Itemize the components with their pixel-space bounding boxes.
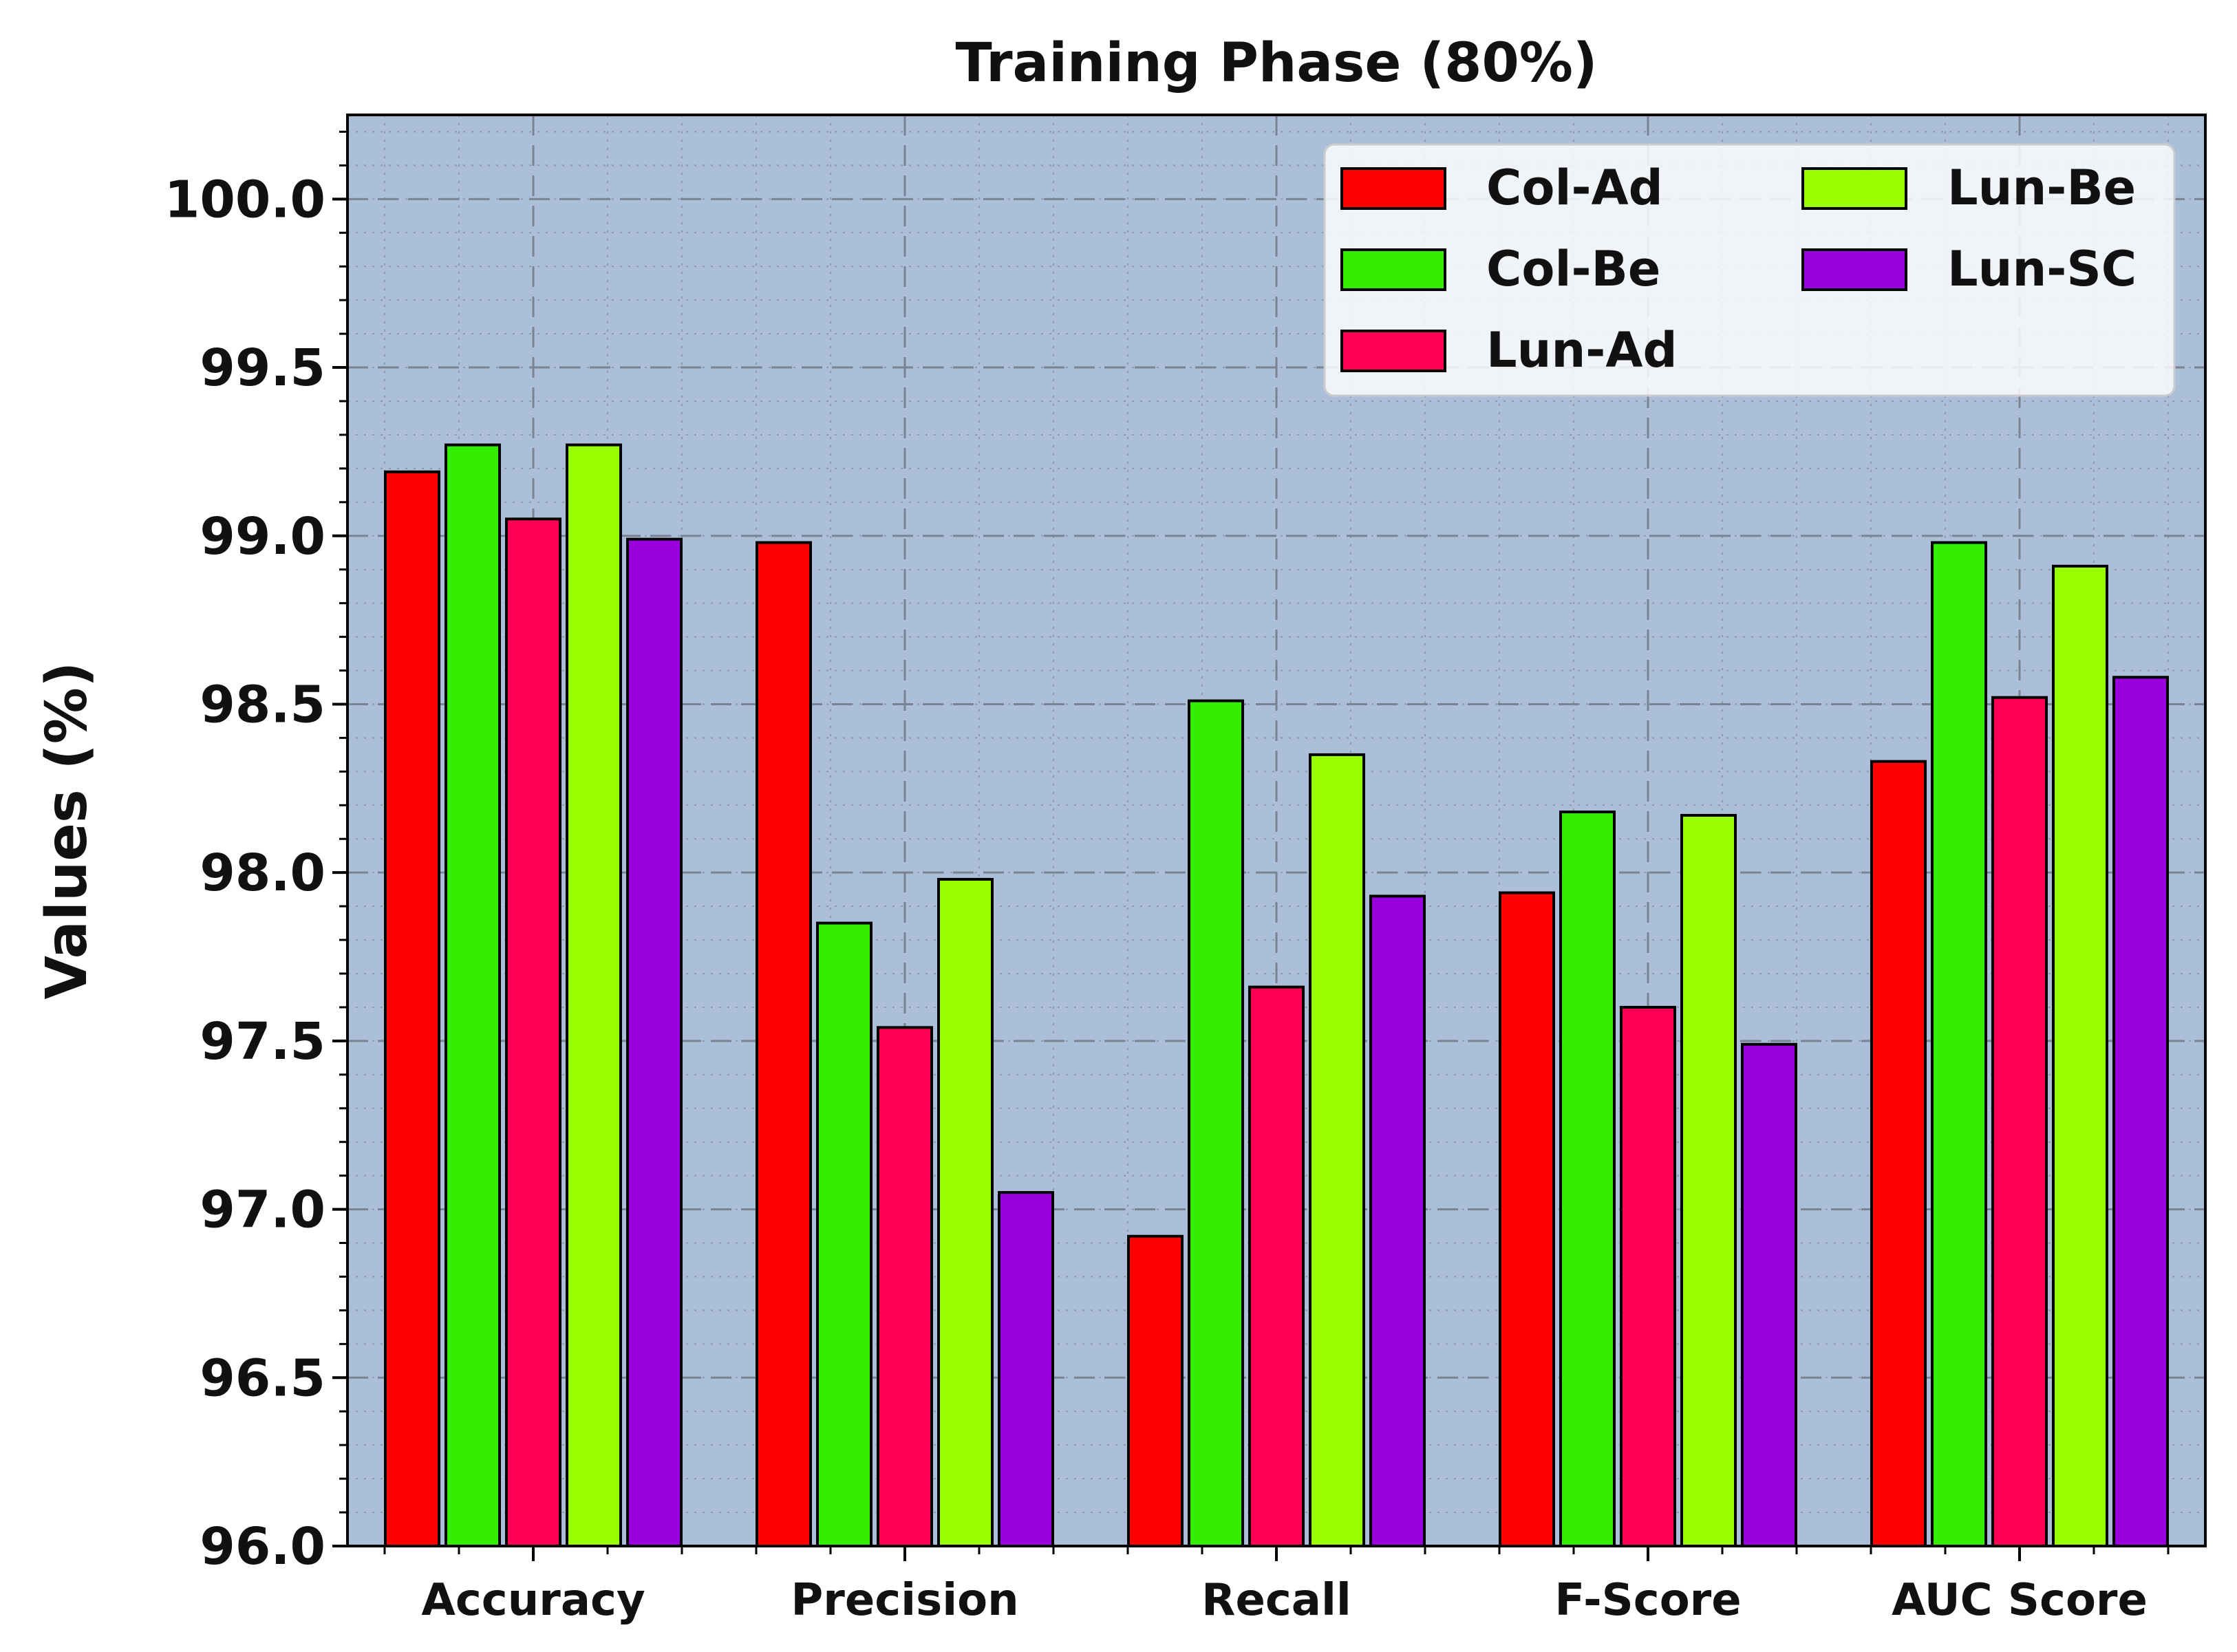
y-tick-label: 99.5 <box>200 339 325 398</box>
bar-lun-ad-f-score <box>1620 1005 1676 1547</box>
y-tick-label: 98.0 <box>200 844 325 903</box>
y-axis-label: Values (%) <box>34 662 100 1000</box>
legend-label-lun-sc: Lun-SC <box>1947 241 2137 297</box>
bar-lun-ad-precision <box>877 1026 933 1547</box>
legend-label-col-be: Col-Be <box>1486 241 1660 297</box>
legend-swatch-col-ad <box>1340 167 1446 210</box>
chart-title: Training Phase (80%) <box>955 32 1597 94</box>
y-tick-label: 96.0 <box>200 1517 325 1576</box>
legend-swatch-col-be <box>1340 248 1446 291</box>
bar-col-ad-f-score <box>1499 891 1555 1547</box>
y-tick-label: 96.5 <box>200 1349 325 1408</box>
bar-lun-sc-accuracy <box>626 537 683 1547</box>
bar-col-ad-accuracy <box>384 470 440 1547</box>
axis-ticks: 96.0 96.5 97.0 97.5 98.0 98.5 99.0 99.5 100.0 Acc… <box>164 130 2170 1626</box>
bar-lun-be-auc-score <box>2052 564 2108 1547</box>
legend-swatch-lun-be <box>1801 167 1907 210</box>
legend-label-lun-be: Lun-Be <box>1947 160 2136 216</box>
bar-col-ad-recall <box>1127 1234 1184 1548</box>
y-tick-label: 99.0 <box>200 507 325 566</box>
bar-col-be-accuracy <box>445 443 501 1547</box>
bar-col-ad-auc-score <box>1870 760 1927 1547</box>
x-tick-label: F-Score <box>1554 1575 1741 1626</box>
bar-lun-sc-f-score <box>1741 1042 1797 1547</box>
bar-lun-be-accuracy <box>566 443 622 1547</box>
bar-lun-sc-auc-score <box>2112 676 2169 1547</box>
x-tick-label: Accuracy <box>421 1575 645 1626</box>
bar-col-be-auc-score <box>1931 541 1987 1547</box>
y-tick-label: 97.5 <box>200 1012 325 1071</box>
bar-lun-sc-precision <box>998 1191 1054 1547</box>
legend-swatch-lun-ad <box>1340 330 1446 372</box>
x-tick-label: Precision <box>791 1575 1018 1626</box>
y-tick-label: 97.0 <box>200 1181 325 1240</box>
bar-lun-ad-recall <box>1248 985 1305 1547</box>
y-tick-label: 100.0 <box>164 170 325 229</box>
x-tick-label: Recall <box>1201 1575 1351 1626</box>
bar-lun-ad-auc-score <box>1991 696 2048 1547</box>
bars <box>384 443 2169 1548</box>
x-tick-label: AUC Score <box>1892 1575 2148 1626</box>
legend-box <box>1323 143 2176 397</box>
bar-col-be-recall <box>1188 699 1244 1548</box>
bar-lun-be-precision <box>937 877 994 1547</box>
bar-lun-be-f-score <box>1680 813 1737 1547</box>
legend: Col-Ad Col-Be Lun-Ad Lun-Be Lun-SC <box>1323 143 2176 397</box>
bar-lun-be-recall <box>1309 753 1365 1547</box>
bar-lun-sc-recall <box>1369 894 1426 1547</box>
legend-swatch-lun-sc <box>1801 248 1907 291</box>
bar-col-be-precision <box>816 921 873 1547</box>
y-tick-label: 98.5 <box>200 675 325 734</box>
bar-col-ad-precision <box>756 541 812 1547</box>
bar-col-be-f-score <box>1559 811 1616 1547</box>
legend-label-col-ad: Col-Ad <box>1486 160 1663 216</box>
legend-label-lun-ad: Lun-Ad <box>1486 322 1678 378</box>
bar-lun-ad-accuracy <box>505 517 561 1548</box>
